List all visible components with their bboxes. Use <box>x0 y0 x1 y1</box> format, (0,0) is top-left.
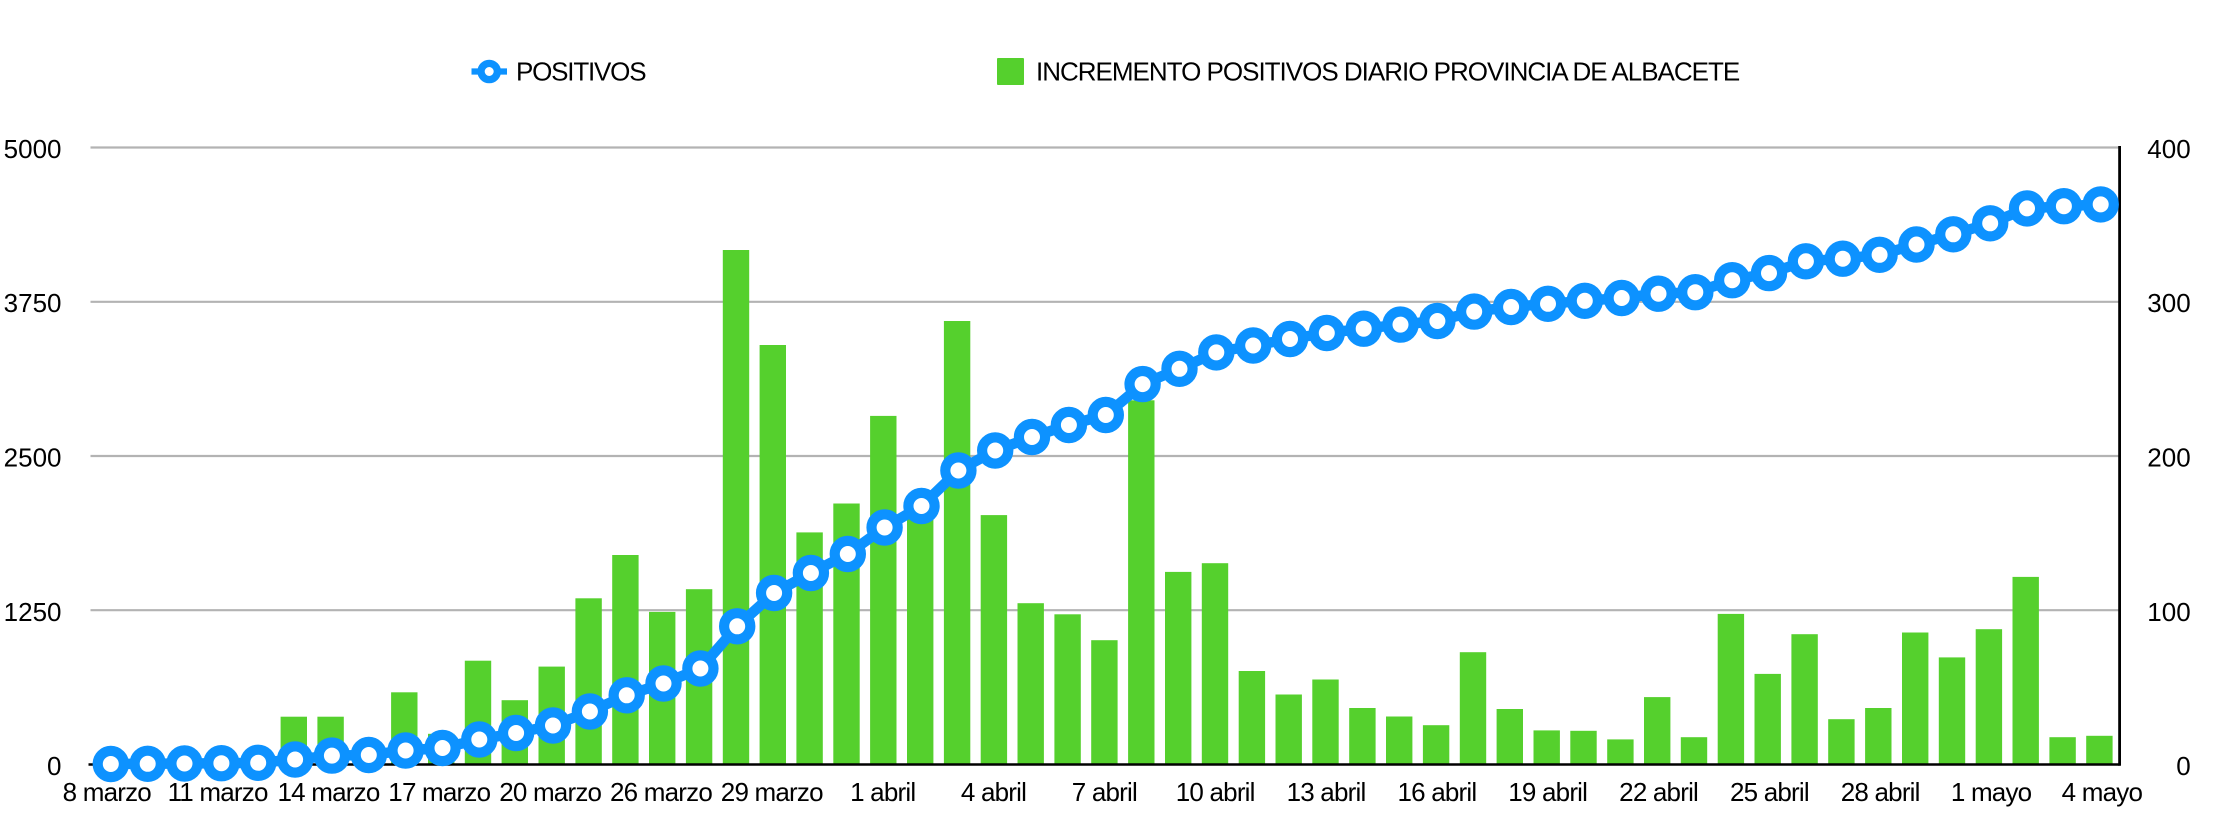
svg-text:20 marzo: 20 marzo <box>499 777 601 807</box>
svg-text:16 abril: 16 abril <box>1397 777 1476 807</box>
svg-text:4 abril: 4 abril <box>961 777 1026 807</box>
svg-text:3750: 3750 <box>4 288 62 318</box>
svg-text:17 marzo: 17 marzo <box>388 777 490 807</box>
svg-text:POSITIVOS: POSITIVOS <box>516 57 646 87</box>
svg-text:7 abril: 7 abril <box>1072 777 1137 807</box>
svg-text:0: 0 <box>2176 751 2190 781</box>
svg-text:29 marzo: 29 marzo <box>721 777 823 807</box>
svg-text:26 marzo: 26 marzo <box>610 777 712 807</box>
svg-text:1 abril: 1 abril <box>850 777 915 807</box>
svg-text:4 mayo: 4 mayo <box>2062 777 2143 807</box>
svg-text:10 abril: 10 abril <box>1176 777 1255 807</box>
svg-text:13 abril: 13 abril <box>1287 777 1366 807</box>
svg-text:22 abril: 22 abril <box>1619 777 1698 807</box>
svg-text:400: 400 <box>2147 134 2190 164</box>
svg-text:14 marzo: 14 marzo <box>278 777 380 807</box>
svg-text:8 marzo: 8 marzo <box>63 777 152 807</box>
svg-text:2500: 2500 <box>4 443 62 473</box>
svg-text:100: 100 <box>2147 597 2190 627</box>
svg-text:19 abril: 19 abril <box>1508 777 1587 807</box>
svg-text:28 abril: 28 abril <box>1841 777 1920 807</box>
svg-text:1250: 1250 <box>4 597 62 627</box>
svg-text:5000: 5000 <box>4 134 62 164</box>
svg-text:1 mayo: 1 mayo <box>1951 777 2032 807</box>
svg-text:200: 200 <box>2147 443 2190 473</box>
svg-text:300: 300 <box>2147 288 2190 318</box>
svg-text:INCREMENTO POSITIVOS DIARIO PR: INCREMENTO POSITIVOS DIARIO PROVINCIA DE… <box>1036 57 1740 87</box>
svg-text:11 marzo: 11 marzo <box>168 777 268 807</box>
svg-text:0: 0 <box>47 751 61 781</box>
svg-text:25 abril: 25 abril <box>1730 777 1809 807</box>
